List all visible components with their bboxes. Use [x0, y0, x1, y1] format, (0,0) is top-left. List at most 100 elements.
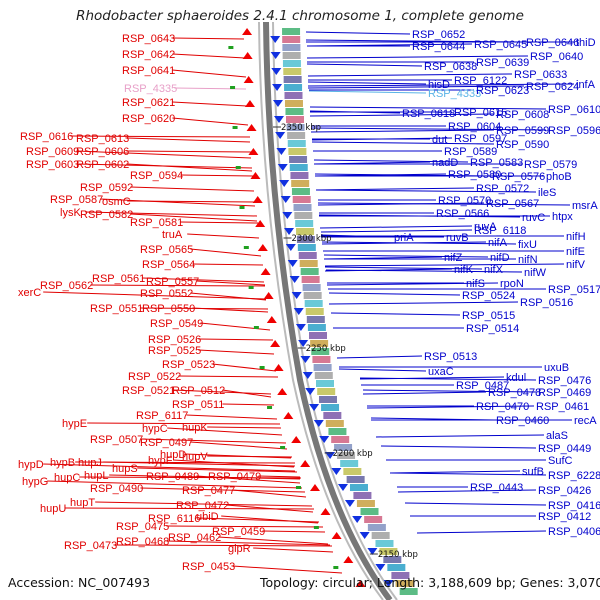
left-label-osmc[interactable]: osmC [102, 196, 131, 208]
left-label-rsp-0552[interactable]: RSP_0552 [140, 288, 193, 300]
left-label-rsp-0511[interactable]: RSP_0511 [172, 399, 224, 411]
right-label-pria[interactable]: priA [394, 232, 414, 244]
right-label-rsp-0470[interactable]: RSP_0470 [476, 401, 529, 413]
right-label-rsp-0604[interactable]: RSP_0604 [448, 121, 501, 133]
right-label-nifh[interactable]: nifH [566, 231, 586, 243]
right-label-rsp-6228[interactable]: RSP_6228 [548, 470, 600, 482]
left-label-hypg[interactable]: hypG [22, 476, 48, 488]
left-label-rsp-0459[interactable]: RSP_0459 [212, 526, 265, 538]
right-label-nifn[interactable]: nifN [518, 254, 538, 266]
left-label-hupk[interactable]: hupK [182, 422, 208, 434]
left-label-rsp-0602[interactable]: RSP_0602 [76, 159, 129, 171]
right-label-rsp-0623[interactable]: RSP_0623 [476, 85, 529, 97]
right-label-kdul[interactable]: kdul [506, 372, 526, 384]
right-label-rsp-0516[interactable]: RSP_0516 [520, 297, 573, 309]
left-label-rsp-0526[interactable]: RSP_0526 [148, 334, 201, 346]
left-label-hupt[interactable]: hupT [70, 497, 95, 509]
left-label-rsp-0475[interactable]: RSP_0475 [116, 521, 169, 533]
right-label-rpon[interactable]: rpoN [500, 278, 524, 290]
right-label-rsp-0618[interactable]: RSP_0618 [402, 108, 455, 120]
right-label-sufc[interactable]: SufC [548, 455, 573, 467]
left-label-rsp-0609[interactable]: RSP_0609 [26, 146, 79, 158]
right-label-rsp-0583[interactable]: RSP_0583 [470, 157, 523, 169]
right-label-rsp-0449[interactable]: RSP_0449 [538, 443, 591, 455]
left-label-hype[interactable]: hypE [62, 418, 87, 430]
left-label-hupu[interactable]: hupU [40, 503, 66, 515]
right-label-rsp-0461[interactable]: RSP_0461 [536, 401, 589, 413]
left-label-rsp-0564[interactable]: RSP_0564 [142, 259, 195, 271]
right-label-rsp-0469[interactable]: RSP_0469 [538, 387, 591, 399]
left-label-rsp-0473[interactable]: RSP_0473 [64, 540, 117, 552]
right-label-nifs[interactable]: nifS [466, 278, 485, 290]
right-label-nifx[interactable]: nifX [484, 264, 504, 276]
right-label-htpx[interactable]: htpx [552, 211, 573, 223]
right-label-rsp-0624[interactable]: RSP_0624 [526, 81, 579, 93]
right-label-rsp-0615[interactable]: RSP_0615 [454, 107, 507, 119]
right-label-rsp-0517[interactable]: RSP_0517 [548, 284, 600, 296]
left-label-ubid[interactable]: ubiD [196, 511, 219, 523]
right-label-rsp-0576[interactable]: RSP_0576 [492, 171, 545, 183]
right-label-reca[interactable]: recA [574, 415, 597, 427]
left-label-rsp-0522[interactable]: RSP_0522 [128, 371, 181, 383]
left-label-rsp-0551[interactable]: RSP_0551 [90, 303, 143, 315]
left-label-rsp-0525[interactable]: RSP_0525 [148, 345, 201, 357]
left-label-rsp-0479[interactable]: RSP_0479 [208, 471, 261, 483]
right-label-rsp-0646[interactable]: RSP_0646 [526, 37, 579, 49]
left-label-rsp-6117[interactable]: RSP_6117 [136, 410, 188, 422]
right-label-hisd[interactable]: hisD [428, 79, 450, 91]
left-label-rsp-0581[interactable]: RSP_0581 [130, 217, 183, 229]
right-label-rsp-0596[interactable]: RSP_0596 [548, 125, 600, 137]
right-label-rsp-0644[interactable]: RSP_0644 [412, 41, 465, 53]
right-label-rsp-0416[interactable]: RSP_0416 [548, 500, 600, 512]
left-label-hupv[interactable]: hupV [182, 451, 208, 463]
right-label-nifk[interactable]: nifK [454, 264, 474, 276]
right-label-rsp-0515[interactable]: RSP_0515 [462, 310, 515, 322]
right-label-rsp-0597[interactable]: RSP_0597 [454, 133, 507, 145]
left-label-rsp-0565[interactable]: RSP_0565 [140, 244, 193, 256]
right-label-sufb[interactable]: sufB [522, 466, 544, 478]
right-label-rsp-0570[interactable]: RSP_0570 [438, 195, 491, 207]
right-label-rsp-0412[interactable]: RSP_0412 [538, 511, 591, 523]
left-label-rsp-0587[interactable]: RSP_0587 [50, 194, 103, 206]
right-label-rsp-6122[interactable]: RSP_6122 [454, 75, 507, 87]
right-label-rsp-0633[interactable]: RSP_0633 [514, 69, 567, 81]
right-label-rsp-0514[interactable]: RSP_0514 [466, 323, 519, 335]
right-label-rsp-0579[interactable]: RSP_0579 [524, 159, 577, 171]
left-label-rsp-0453[interactable]: RSP_0453 [182, 561, 235, 573]
right-label-rsp-0652[interactable]: RSP_0652 [412, 29, 465, 41]
right-label-rsp-0638[interactable]: RSP_0638 [424, 61, 477, 73]
left-label-rsp-0620[interactable]: RSP_0620 [122, 113, 175, 125]
left-label-rsp-0472[interactable]: RSP_0472 [176, 500, 229, 512]
left-label-hypf[interactable]: hypF [148, 455, 173, 467]
left-label-rsp-0468[interactable]: RSP_0468 [116, 536, 169, 548]
left-label-rsp-0641[interactable]: RSP_0641 [122, 65, 175, 77]
left-label-rsp-0512[interactable]: RSP_0512 [172, 385, 225, 397]
right-label-uxac[interactable]: uxaC [428, 366, 454, 378]
left-label-rsp-0490[interactable]: RSP_0490 [90, 483, 143, 495]
left-label-lysk[interactable]: lysK [60, 207, 81, 219]
left-label-rsp-0561[interactable]: RSP_0561 [92, 273, 145, 285]
right-label-rsp-0599[interactable]: RSP_0599 [496, 125, 549, 137]
right-label-rsp-0572[interactable]: RSP_0572 [476, 183, 529, 195]
left-label-rsp-0642[interactable]: RSP_0642 [122, 49, 175, 61]
right-label-rsp-0460[interactable]: RSP_0460 [496, 415, 549, 427]
left-label-hupc[interactable]: hupC [54, 472, 80, 484]
left-label-rsp-0621[interactable]: RSP_0621 [122, 97, 175, 109]
right-label-rsp-0610[interactable]: RSP_0610 [548, 104, 600, 116]
right-label-rsp-0476[interactable]: RSP_0476 [538, 375, 591, 387]
right-label-nadd[interactable]: nadD [432, 157, 458, 169]
right-label-rsp-0580[interactable]: RSP_0580 [448, 169, 501, 181]
left-label-rsp-0594[interactable]: RSP_0594 [130, 170, 183, 182]
left-label-rsp-0523[interactable]: RSP_0523 [162, 359, 215, 371]
left-label-rsp-0521[interactable]: RSP_0521 [122, 385, 175, 397]
right-label-nifw[interactable]: nifW [524, 267, 547, 279]
left-label-rsp-0582[interactable]: RSP_0582 [80, 209, 133, 221]
left-label-rsp-0462[interactable]: RSP_0462 [168, 532, 221, 544]
right-label-rsp-0567[interactable]: RSP_0567 [486, 198, 539, 210]
right-label-fixu[interactable]: fixU [518, 239, 537, 251]
left-label-xerc[interactable]: xerC [18, 287, 41, 299]
left-label-rsp-0549[interactable]: RSP_0549 [150, 318, 203, 330]
right-label-rsp-0639[interactable]: RSP_0639 [476, 57, 529, 69]
right-label-ruvc[interactable]: ruvC [522, 212, 545, 224]
right-label-uxub[interactable]: uxuB [544, 362, 569, 374]
